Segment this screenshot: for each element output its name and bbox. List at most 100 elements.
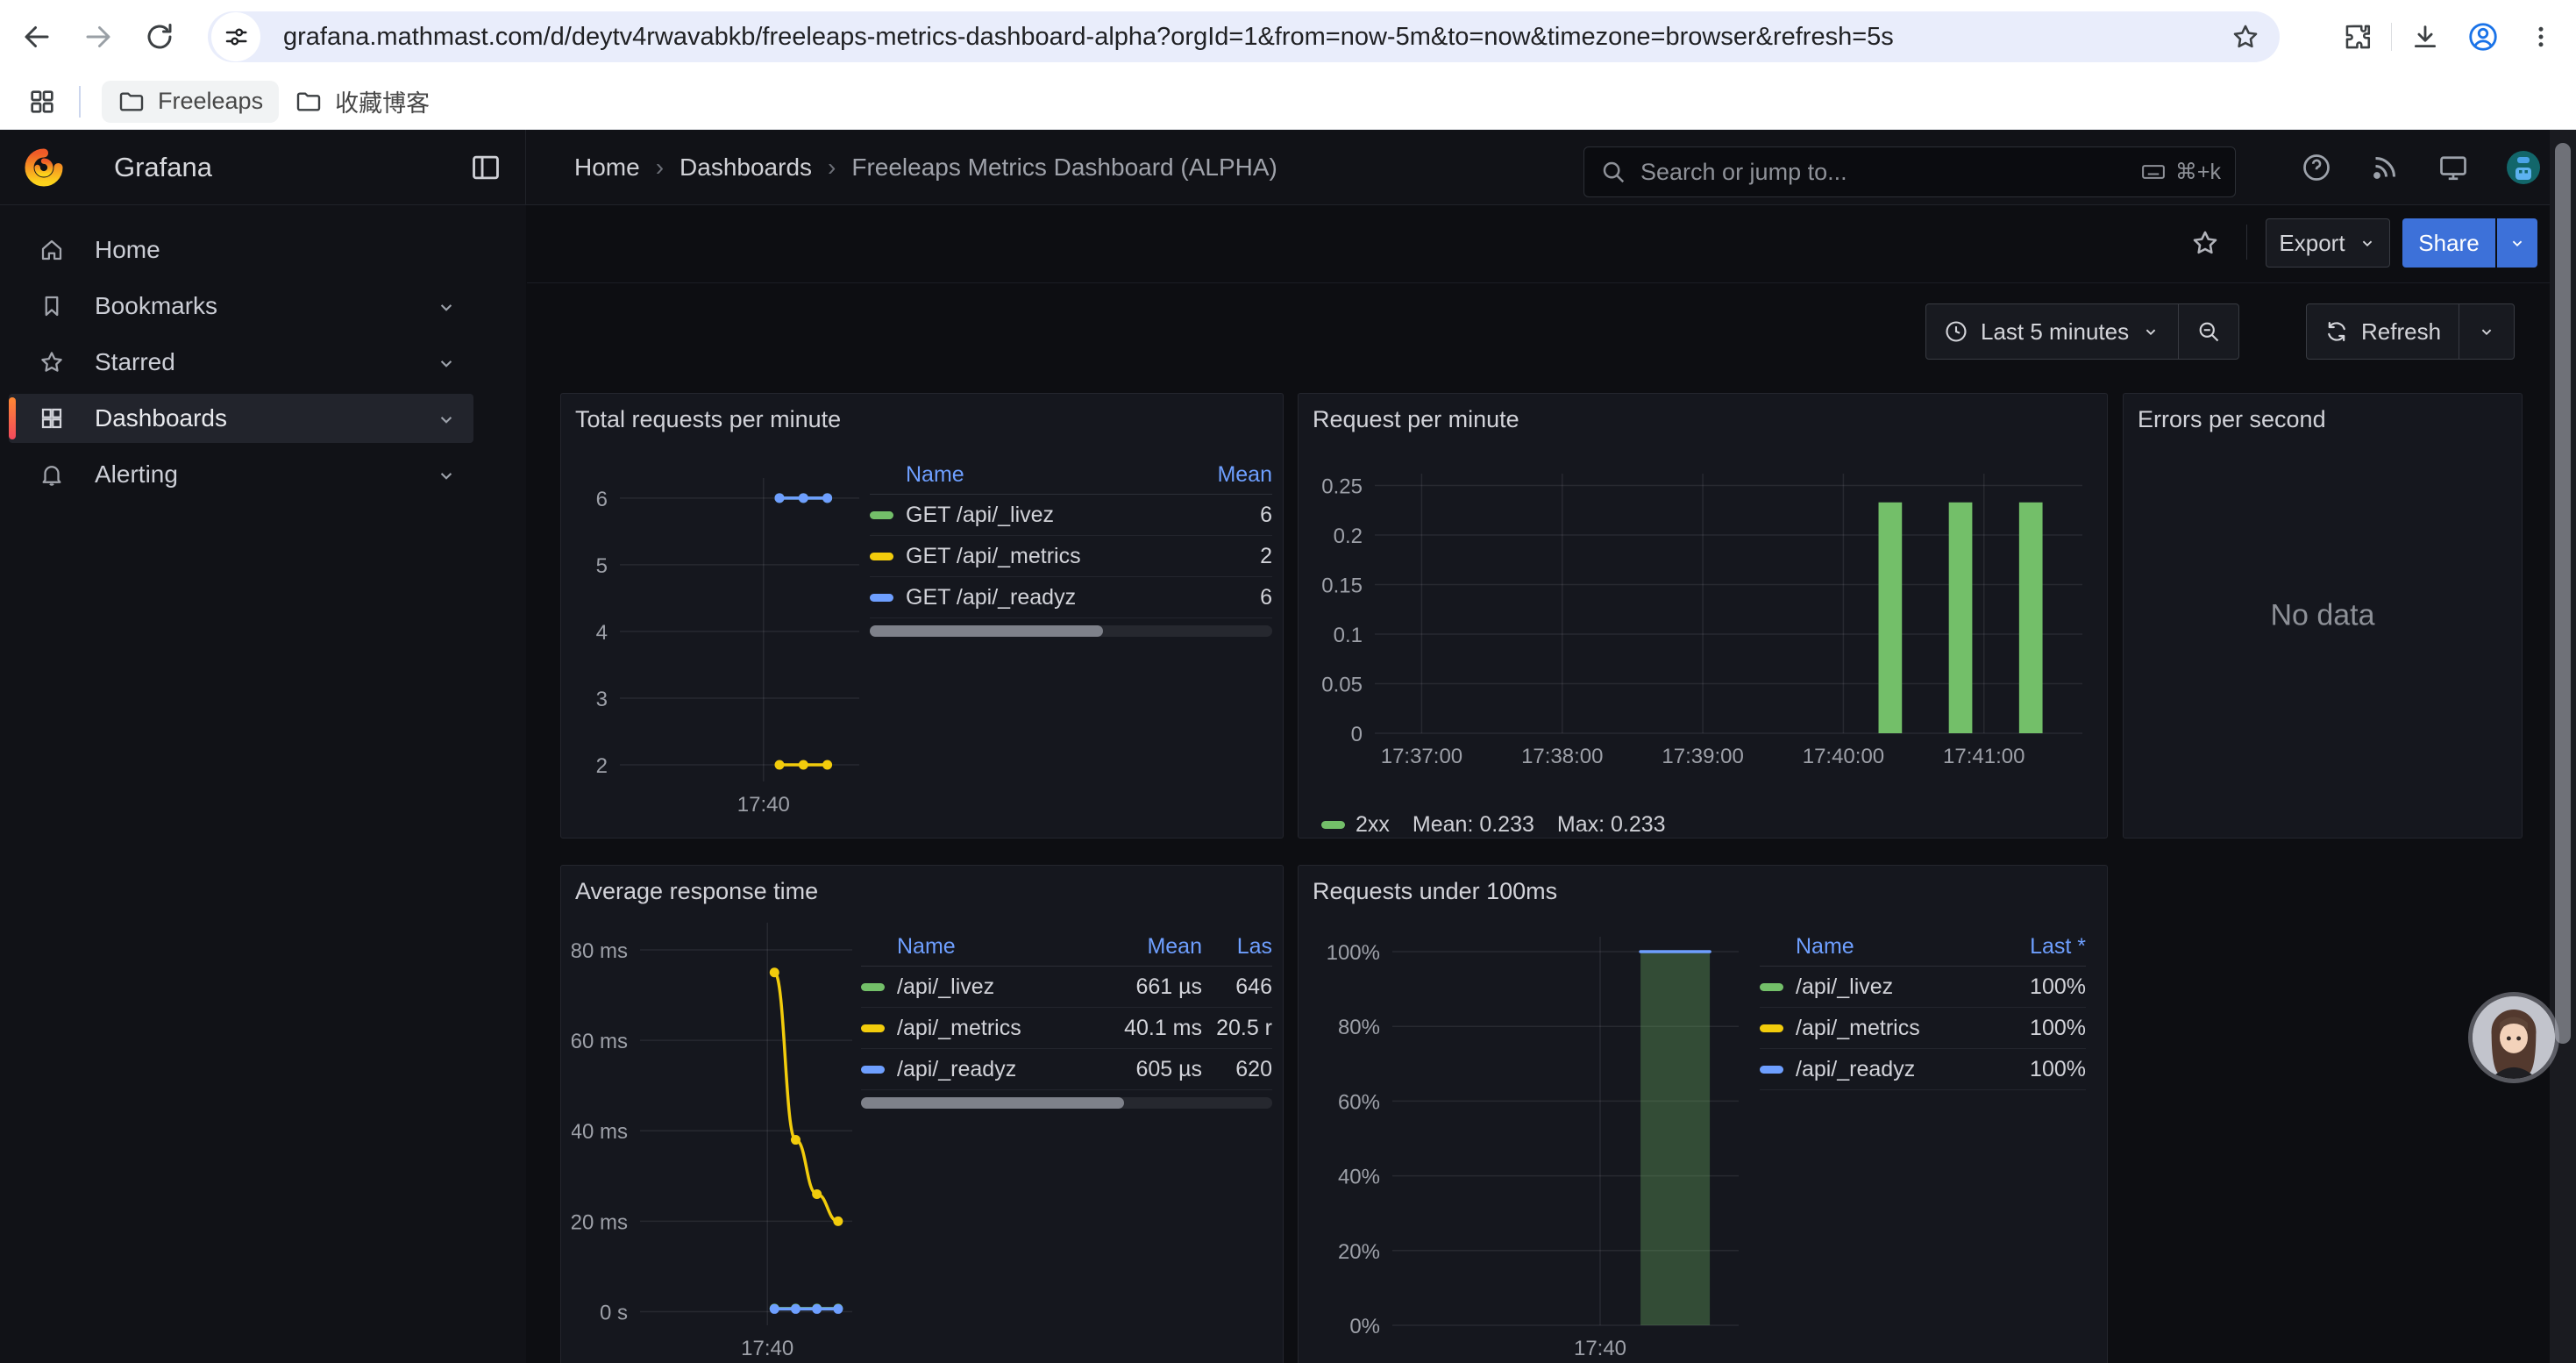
bookmark-folder-freeleaps[interactable]: Freeleaps (102, 80, 280, 123)
panel-title[interactable]: Request per minute (1313, 406, 1519, 432)
legend-row[interactable]: GET /api/_metrics 2 (870, 536, 1272, 577)
sidebar-item-alerting[interactable]: Alerting (9, 450, 473, 499)
site-settings-icon[interactable] (211, 12, 260, 61)
profile-icon[interactable] (2459, 12, 2508, 61)
panel-errors-per-second: Errors per second No data (2123, 393, 2523, 838)
sidebar-item-dashboards[interactable]: Dashboards (9, 394, 473, 443)
svg-text:17:40: 17:40 (1574, 1337, 1626, 1357)
menu-kebab-icon[interactable] (2516, 12, 2565, 61)
legend-row[interactable]: GET /api/_livez 6 (870, 495, 1272, 536)
export-button[interactable]: Export (2266, 218, 2390, 268)
downloads-icon[interactable] (2401, 12, 2450, 61)
legend-col-mean[interactable]: Mean (1217, 462, 1272, 487)
svg-text:20%: 20% (1338, 1240, 1380, 1264)
sidebar-toggle-icon[interactable] (469, 151, 502, 184)
share-button[interactable]: Share (2402, 218, 2495, 268)
apps-grid-icon[interactable] (21, 81, 63, 123)
series-label[interactable]: 2xx (1356, 812, 1390, 837)
hscroll-thumb[interactable] (870, 625, 1104, 637)
no-data-message: No data (2270, 598, 2375, 632)
chart-total-requests[interactable]: 6 5 4 3 2 17:40 (572, 442, 870, 819)
back-button[interactable] (12, 12, 61, 61)
toolbar-separator-line (527, 282, 2550, 283)
chart-request-per-minute[interactable]: 0.25 0.2 0.15 0.1 0.05 0 17:37:00 17:38:00 17:39… (1309, 442, 2098, 810)
series-color-pill (861, 1024, 885, 1032)
legend-inline[interactable]: 2xx Mean: 0.233 Max: 0.233 (1321, 812, 2096, 838)
chevron-down-icon[interactable] (435, 352, 458, 375)
legend-row[interactable]: /api/_readyz 100% (1760, 1049, 2086, 1090)
legend-row[interactable]: /api/_livez 661 µs 646 (861, 967, 1272, 1008)
folder-icon (119, 91, 144, 111)
legend-row[interactable]: /api/_metrics 100% (1760, 1008, 2086, 1049)
sidebar-item-home[interactable]: Home (9, 225, 473, 275)
legend-row[interactable]: /api/_readyz 605 µs 620 (861, 1049, 1272, 1090)
assistant-avatar[interactable] (2473, 996, 2555, 1079)
legend-hscrollbar[interactable] (870, 625, 1272, 637)
chart-average-response-time[interactable]: 80 ms 60 ms 40 ms 20 ms 0 s 17:40 (572, 914, 861, 1357)
legend-col-name[interactable]: Name (897, 934, 956, 959)
time-range-picker[interactable]: Last 5 minutes (1926, 304, 2178, 359)
reload-button[interactable] (135, 12, 184, 61)
legend-row[interactable]: /api/_metrics 40.1 ms 20.5 r (861, 1008, 1272, 1049)
legend-row[interactable]: GET /api/_readyz 6 (870, 577, 1272, 618)
chevron-down-icon[interactable] (435, 464, 458, 487)
legend-row[interactable]: /api/_livez 100% (1760, 967, 2086, 1008)
monitor-icon[interactable] (2437, 152, 2469, 183)
chevron-down-icon (2362, 240, 2372, 247)
panel-title[interactable]: Requests under 100ms (1313, 878, 1558, 904)
refresh-interval-caret[interactable] (2459, 304, 2514, 359)
breadcrumb-dashboards[interactable]: Dashboards (680, 153, 813, 181)
panel-title[interactable]: Errors per second (2138, 406, 2326, 432)
svg-text:20 ms: 20 ms (572, 1210, 628, 1234)
hscroll-thumb[interactable] (861, 1097, 1125, 1109)
news-rss-icon[interactable] (2369, 152, 2401, 183)
panel-title[interactable]: Average response time (575, 878, 819, 904)
sidebar-item-bookmarks[interactable]: Bookmarks (9, 282, 473, 331)
toolbar-divider (2246, 225, 2247, 260)
breadcrumb-home[interactable]: Home (574, 153, 640, 181)
share-caret-button[interactable] (2497, 218, 2537, 268)
chevron-down-icon[interactable] (435, 296, 458, 318)
url-text[interactable]: grafana.mathmast.com/d/deytv4rwavabkb/fr… (283, 22, 1894, 51)
series-color-pill (861, 1065, 885, 1074)
search-placeholder: Search or jump to... (1640, 158, 1847, 185)
clock-icon (1946, 321, 1967, 342)
chart-requests-under-100ms[interactable]: 100% 80% 60% 40% 20% 0% 17:40 (1309, 914, 1747, 1357)
bookmark-label: 收藏博客 (335, 90, 431, 117)
bookmark-star-icon[interactable] (2231, 22, 2260, 52)
chevron-down-icon[interactable] (435, 408, 458, 431)
legend-col-mean[interactable]: Mean (1147, 934, 1202, 959)
brand-name[interactable]: Grafana (114, 151, 213, 182)
dashboards-grid-icon (41, 408, 62, 429)
scrollbar-thumb[interactable] (2555, 143, 2571, 1044)
search-input[interactable]: Search or jump to... ⌘+k (1583, 146, 2236, 197)
svg-text:60%: 60% (1338, 1090, 1380, 1114)
legend-col-name[interactable]: Name (1796, 934, 1854, 959)
svg-text:0 s: 0 s (600, 1302, 628, 1325)
svg-text:17:40:00: 17:40:00 (1803, 745, 1884, 768)
legend-col-last[interactable]: Last * (2030, 934, 2086, 959)
bookmark-folder-blogs[interactable]: 收藏博客 (279, 77, 445, 125)
legend-col-last[interactable]: Las (1236, 934, 1272, 959)
legend-table: Name Last * /api/_livez 100% /api/_metri… (1760, 928, 2086, 1357)
help-icon[interactable] (2301, 152, 2332, 183)
address-bar[interactable]: grafana.mathmast.com/d/deytv4rwavabkb/fr… (208, 11, 2280, 62)
series-color-pill (870, 593, 893, 602)
bookmarks-divider (79, 85, 81, 118)
panel-title[interactable]: Total requests per minute (575, 406, 842, 432)
sidebar-item-starred[interactable]: Starred (9, 338, 473, 387)
user-avatar[interactable] (2506, 150, 2541, 185)
sidebar-item-label: Starred (95, 348, 175, 375)
legend-col-name[interactable]: Name (906, 462, 964, 487)
favorite-dashboard-icon[interactable] (2190, 228, 2220, 258)
legend-table: Name Mean Las /api/_livez 661 µs 646 /ap… (861, 928, 1272, 1357)
extensions-icon[interactable] (2333, 12, 2382, 61)
forward-button[interactable] (74, 12, 123, 61)
page-scrollbar[interactable] (2550, 130, 2576, 1363)
legend-hscrollbar[interactable] (861, 1097, 1272, 1109)
zoom-out-button[interactable] (2178, 304, 2238, 359)
refresh-button[interactable]: Refresh (2307, 304, 2459, 359)
grafana-logo[interactable] (25, 147, 63, 187)
grafana-topnav: Grafana Home › Dashboards › Freeleaps Me… (0, 130, 2576, 205)
